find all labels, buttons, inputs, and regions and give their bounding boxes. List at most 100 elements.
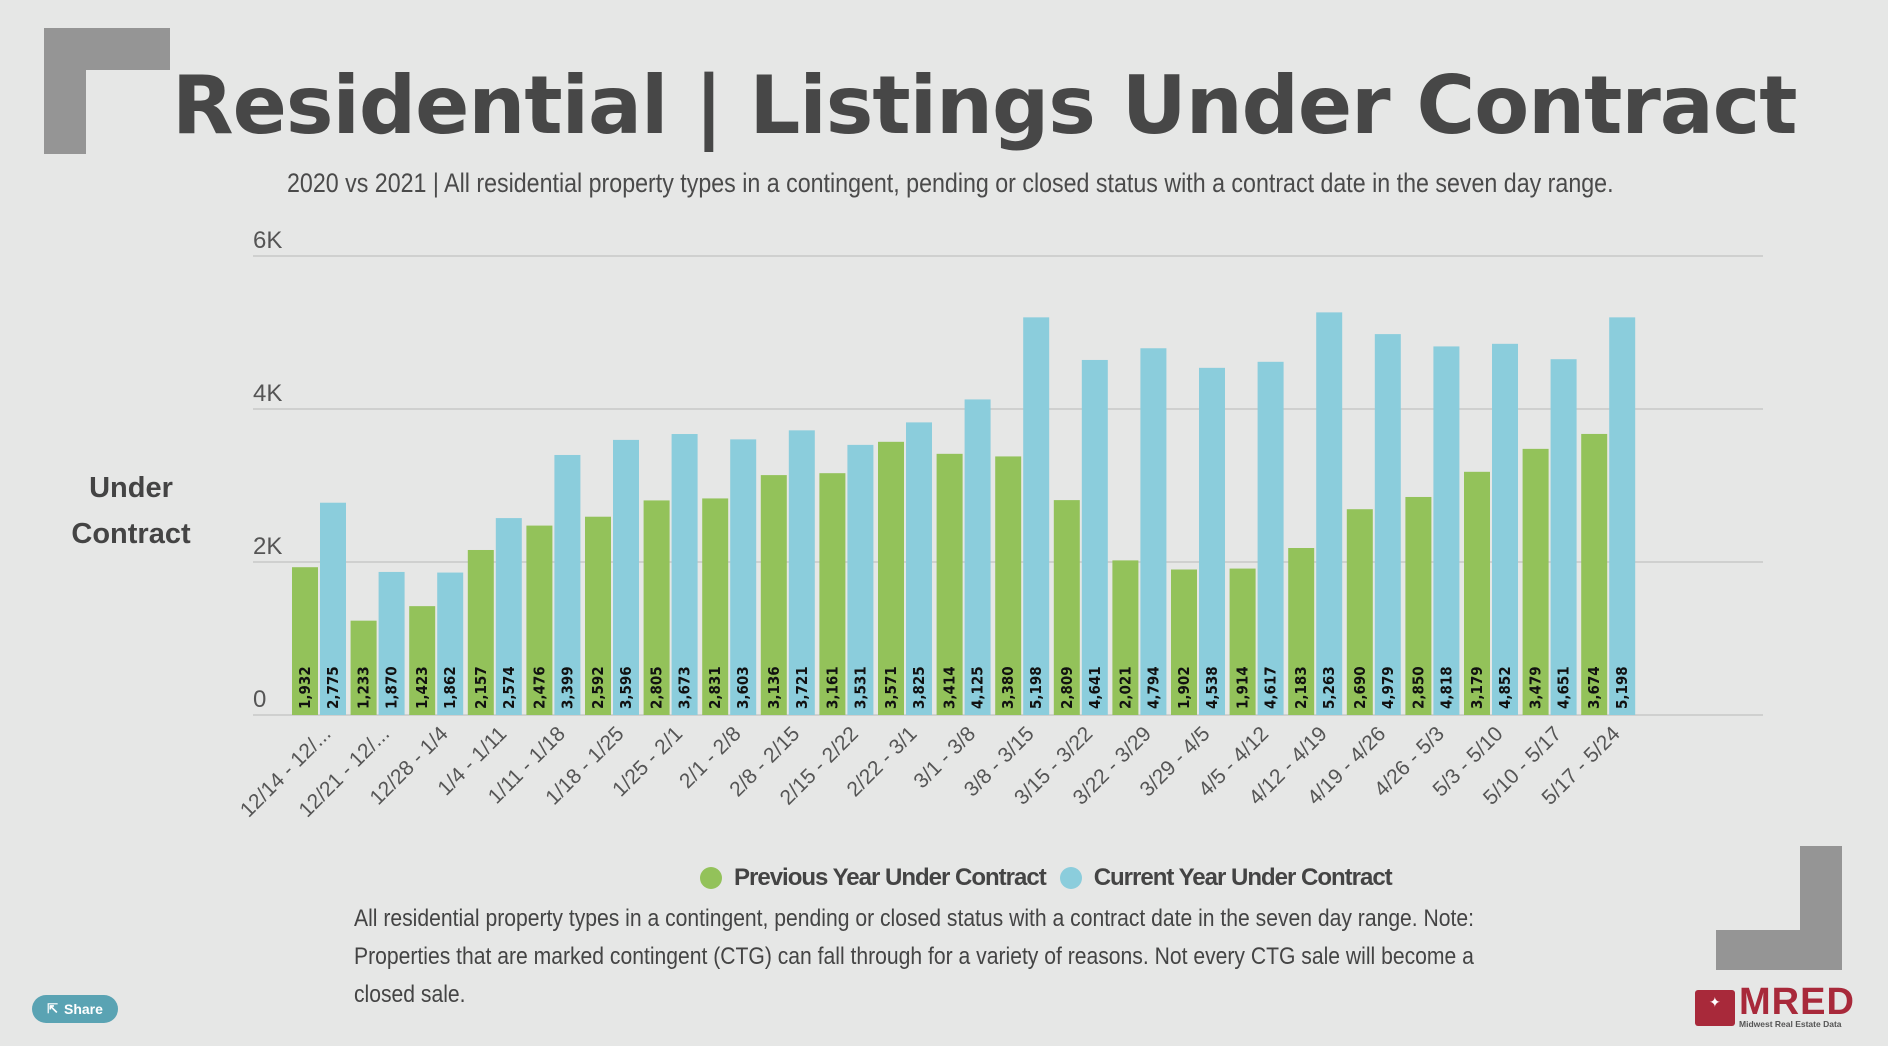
bar-data-label: 1,914 [1234, 666, 1252, 709]
bar-previous-year[interactable] [526, 525, 553, 715]
bar-data-label: 3,136 [765, 666, 783, 709]
bar-data-label: 2,775 [324, 666, 342, 709]
y-tick-label: 6K [253, 227, 282, 254]
mred-logo: ✦ MRED Midwest Real Estate Data [1695, 982, 1860, 1030]
bar-previous-year[interactable] [643, 500, 670, 715]
bar-current-year[interactable] [964, 399, 991, 715]
bar-data-label: 2,809 [1058, 666, 1076, 709]
bar-data-label: 3,596 [617, 666, 635, 709]
bar-current-year[interactable] [613, 439, 639, 715]
bar-previous-year[interactable] [1464, 471, 1490, 715]
bar-previous-year[interactable] [1229, 568, 1256, 715]
chart-legend: Previous Year Under Contract Current Yea… [700, 860, 1406, 896]
bracket-bar-vertical [44, 28, 86, 154]
bar-previous-year[interactable] [878, 441, 904, 715]
logo-name: MRED [1739, 981, 1855, 1023]
bar-data-label: 4,818 [1437, 666, 1455, 709]
logo-tagline: Midwest Real Estate Data [1739, 1019, 1842, 1029]
bar-data-label: 2,850 [1409, 666, 1427, 709]
bar-current-year[interactable] [1492, 343, 1518, 715]
bar-data-label: 2,157 [472, 666, 490, 709]
bar-current-year[interactable] [1023, 317, 1050, 715]
bar-data-label: 3,721 [793, 666, 811, 709]
bar-data-label: 4,641 [1086, 666, 1104, 709]
bar-current-year[interactable] [1081, 359, 1108, 715]
bar-data-label: 1,932 [296, 666, 314, 709]
bar-previous-year[interactable] [350, 620, 377, 715]
bar-previous-year[interactable] [1053, 500, 1080, 715]
bar-current-year[interactable] [1199, 367, 1225, 715]
bar-current-year[interactable] [788, 430, 815, 715]
page-title: Residential | Listings Under Contract [172, 59, 1797, 152]
bar-current-year[interactable] [1316, 312, 1343, 715]
bar-data-label: 4,617 [1262, 666, 1280, 709]
bar-previous-year[interactable] [467, 549, 494, 715]
mred-logo-mark-icon: ✦ [1695, 990, 1735, 1026]
y-tick-label: 4K [253, 380, 282, 407]
bar-current-year[interactable] [1433, 346, 1460, 715]
bar-data-label: 3,603 [734, 666, 752, 709]
bar-data-label: 3,825 [910, 666, 928, 709]
bar-previous-year[interactable] [585, 516, 611, 715]
bar-data-label: 1,902 [1175, 666, 1193, 709]
bar-current-year[interactable] [847, 444, 874, 715]
bar-previous-year[interactable] [1112, 560, 1139, 715]
bar-current-year[interactable] [906, 422, 932, 715]
y-tick-label: 0 [253, 686, 266, 713]
page-subtitle: 2020 vs 2021 | All residential property … [287, 168, 1614, 198]
y-axis-label: Under Contract [71, 472, 191, 550]
bar-current-year[interactable] [320, 502, 346, 715]
bar-data-label: 4,979 [1379, 666, 1397, 709]
bar-current-year[interactable] [437, 572, 464, 715]
bar-data-label: 2,805 [648, 666, 666, 709]
bars: 1,932 2,775 1,233 1,870 1,423 1,862 2,157 2,574… [292, 312, 1636, 715]
y-tick-label: 2K [253, 533, 282, 560]
bar-current-year[interactable] [671, 434, 698, 715]
bar-data-label: 3,399 [558, 666, 576, 709]
bar-previous-year[interactable] [702, 498, 729, 715]
bar-data-label: 3,179 [1468, 666, 1486, 709]
bar-data-label: 1,233 [355, 666, 373, 709]
bar-previous-year[interactable] [292, 567, 318, 715]
bar-data-label: 3,479 [1527, 666, 1545, 709]
share-button[interactable]: ⇱ Share [32, 995, 118, 1023]
bar-current-year[interactable] [378, 571, 405, 715]
bar-data-label: 3,531 [851, 666, 869, 709]
x-axis-labels: 12/14 - 12/...12/21 - 12/...12/28 - 1/41… [236, 722, 1625, 822]
bar-data-label: 1,862 [441, 666, 459, 709]
bar-previous-year[interactable] [409, 606, 436, 715]
bar-previous-year[interactable] [1346, 509, 1373, 715]
bar-data-label: 2,183 [1292, 666, 1310, 709]
bar-data-label: 5,198 [1613, 666, 1631, 709]
bar-data-label: 4,538 [1203, 666, 1221, 709]
bar-current-year[interactable] [1257, 361, 1284, 715]
bar-previous-year[interactable] [1405, 496, 1432, 715]
bar-current-year[interactable] [1609, 317, 1636, 715]
bar-previous-year[interactable] [1581, 433, 1608, 715]
bar-data-label: 3,673 [676, 666, 694, 709]
bar-previous-year[interactable] [760, 475, 787, 715]
bar-current-year[interactable] [1550, 359, 1577, 715]
bar-previous-year[interactable] [1288, 548, 1315, 715]
bar-data-label: 3,674 [1585, 666, 1603, 709]
bar-previous-year[interactable] [1171, 569, 1197, 715]
bar-previous-year[interactable] [936, 453, 963, 715]
bar-current-year[interactable] [1374, 334, 1401, 715]
legend-item-previous[interactable]: Previous Year Under Contract [700, 864, 1047, 892]
bar-data-label: 2,592 [589, 666, 607, 709]
bar-data-label: 3,414 [941, 666, 959, 709]
bar-previous-year[interactable] [995, 456, 1022, 715]
bar-data-label: 1,423 [413, 666, 431, 709]
bar-data-label: 4,651 [1555, 666, 1573, 709]
bar-data-label: 4,125 [969, 666, 987, 709]
bar-data-label: 3,380 [999, 666, 1017, 709]
chart-footnote: All residential property types in a cont… [354, 905, 1475, 1008]
bar-current-year[interactable] [730, 439, 757, 715]
bar-previous-year[interactable] [1522, 448, 1549, 715]
bar-previous-year[interactable] [819, 473, 846, 715]
bar-current-year[interactable] [554, 454, 581, 715]
bar-current-year[interactable] [1140, 348, 1167, 715]
legend-item-current[interactable]: Current Year Under Contract [1059, 864, 1393, 892]
bar-current-year[interactable] [495, 518, 522, 715]
share-label: Share [63, 1001, 103, 1017]
